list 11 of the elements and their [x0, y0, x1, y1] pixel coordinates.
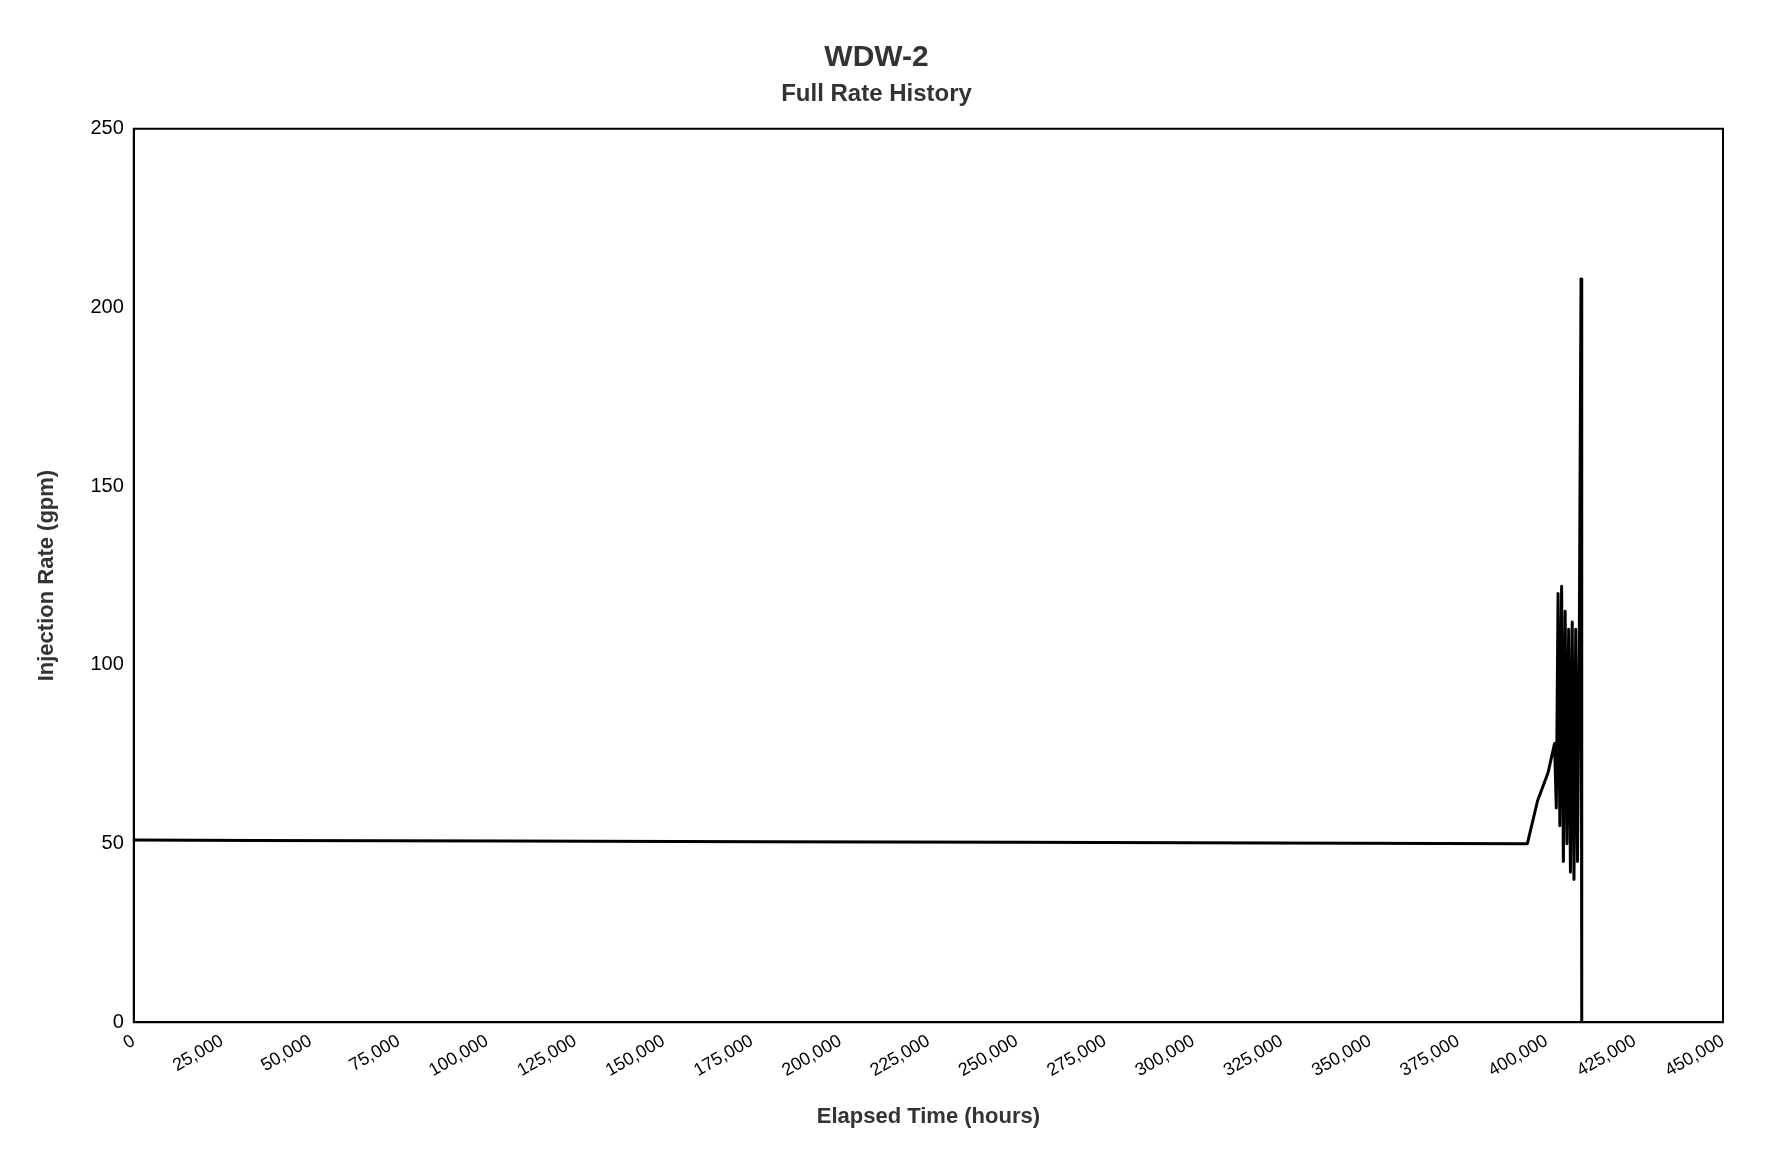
chart-subtitle: Full Rate History	[781, 79, 973, 107]
y-tick-label: 250	[90, 116, 124, 139]
y-tick-label: 50	[101, 831, 124, 854]
y-axis-title: Injection Rate (gpm)	[33, 469, 59, 682]
y-tick-label: 100	[90, 652, 124, 675]
y-tick-label: 0	[112, 1009, 124, 1032]
y-tick-label: 200	[90, 295, 124, 318]
x-axis-title: Elapsed Time (hours)	[816, 1102, 1041, 1128]
chart-title: WDW-2	[824, 39, 929, 73]
y-tick-label: 150	[90, 473, 124, 496]
x-tick-label: 0	[119, 1030, 139, 1053]
